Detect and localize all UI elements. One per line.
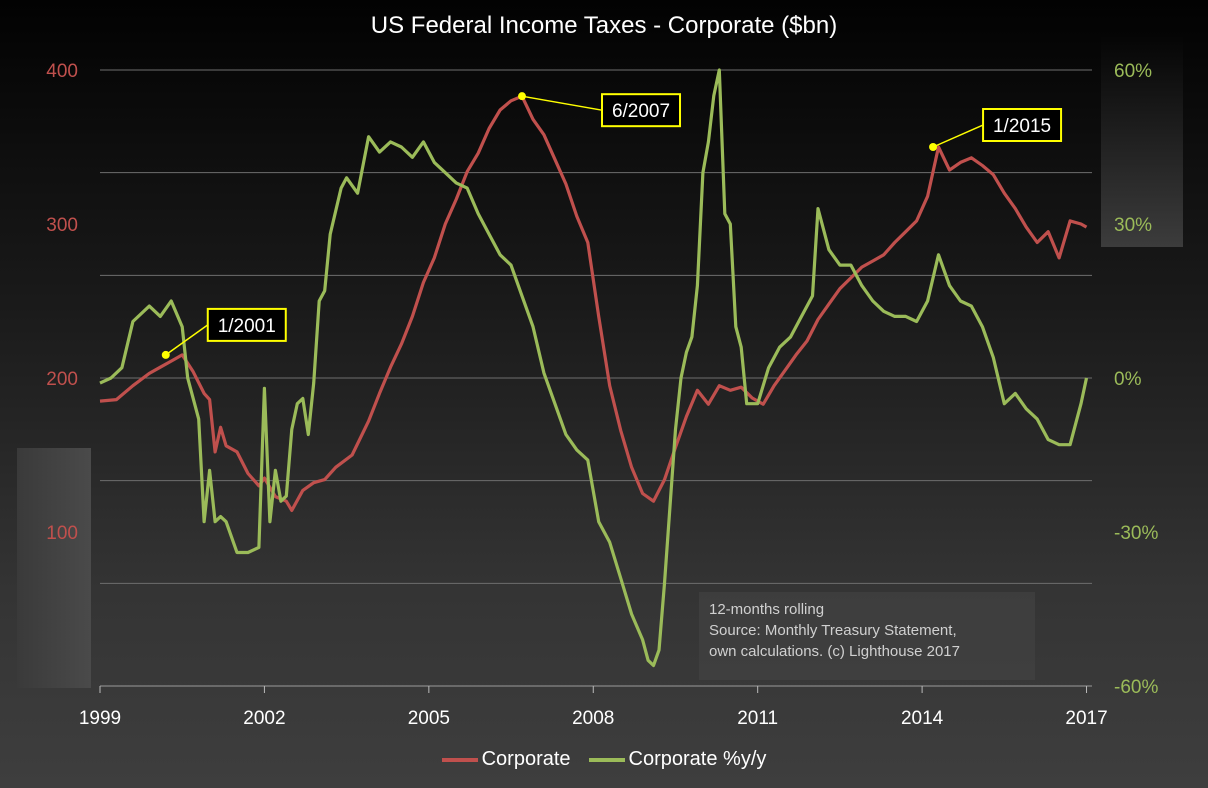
legend: Corporate Corporate %y/y <box>0 748 1208 771</box>
legend-swatch-corporate-yoy <box>588 757 625 762</box>
source-note: 12-months rolling Source: Monthly Treasu… <box>699 592 1035 680</box>
decor-right-panel <box>1101 36 1183 247</box>
y-tick-right: 30% <box>1114 215 1152 236</box>
y-axis-left: 100 200 300 400 <box>46 61 78 544</box>
callout-box <box>206 307 287 342</box>
callout-leader <box>165 324 209 356</box>
legend-label: Corporate <box>481 748 571 770</box>
y-tick-right: -60% <box>1114 677 1158 698</box>
legend-item-corporate: Corporate <box>441 748 571 771</box>
y-tick-left: 100 <box>46 523 78 544</box>
note-line: 12-months rolling <box>709 601 825 618</box>
x-tick-label: 1999 <box>79 708 121 729</box>
callout-point <box>161 350 170 359</box>
annotations: 1/2001 6/2007 1/2015 <box>161 92 1063 359</box>
y-tick-right: 0% <box>1114 369 1142 390</box>
x-tick-label: 2011 <box>737 708 778 729</box>
callout-label: 6/2007 <box>612 101 670 122</box>
chart-title: US Federal Income Taxes - Corporate ($bn… <box>370 12 838 39</box>
series-line-corporate-yoy <box>99 68 1089 668</box>
decor-left-panel <box>17 448 91 688</box>
x-tick-label: 2008 <box>572 708 614 729</box>
callout-box <box>601 93 682 128</box>
y-tick-right: -30% <box>1114 523 1158 544</box>
note-line: own calculations. (c) Lighthouse 2017 <box>709 643 960 660</box>
x-tick-label: 2014 <box>901 708 944 729</box>
y-tick-right: 60% <box>1114 61 1152 82</box>
x-tick-label: 2017 <box>1065 708 1107 729</box>
callout-label: 1/2015 <box>993 116 1051 137</box>
callout-label: 1/2001 <box>218 316 276 337</box>
callout-leader <box>521 95 603 111</box>
legend-swatch-corporate <box>441 757 478 762</box>
callout-box <box>982 108 1063 142</box>
note-line: Source: Monthly Treasury Statement, <box>709 622 957 639</box>
legend-label: Corporate %y/y <box>628 748 767 770</box>
y-tick-left: 200 <box>46 369 78 390</box>
callout-leader <box>932 124 984 148</box>
y-axis-right: 60% 30% 0% -30% -60% <box>1114 61 1158 698</box>
series-line-corporate <box>99 94 1088 512</box>
x-tick-label: 2005 <box>408 708 450 729</box>
series-lines <box>99 68 1089 668</box>
callout-point <box>518 92 527 101</box>
callout-point <box>929 143 938 151</box>
legend-item-corporate-yoy: Corporate %y/y <box>588 748 767 771</box>
x-tick-label: 2002 <box>243 708 285 729</box>
y-tick-left: 400 <box>46 61 78 82</box>
x-axis: 1999 2002 2005 2008 2011 2014 2017 <box>79 686 1108 729</box>
y-tick-left: 300 <box>46 215 78 236</box>
